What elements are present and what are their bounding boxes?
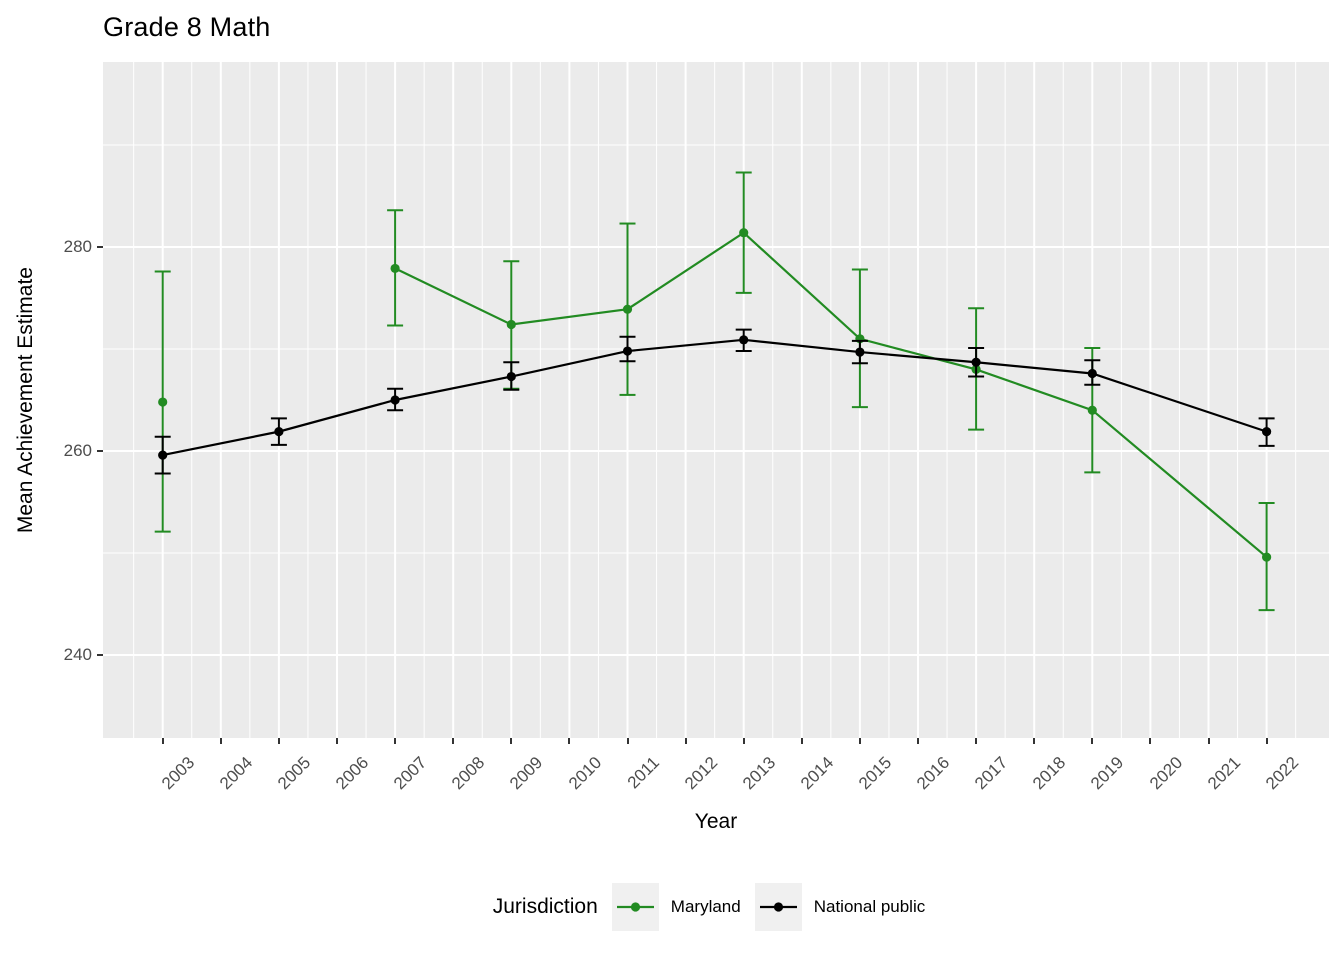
x-tick-label: 2003 [157,753,199,794]
x-tick-label: 2004 [216,753,257,794]
x-tick-label: 2022 [1261,753,1303,794]
x-tick-label: 2017 [971,753,1012,794]
x-tick-mark [510,738,513,744]
series-maryland [154,171,1275,612]
legend: Jurisdiction Maryland National public [103,880,1329,934]
legend-key-national-public [754,883,802,931]
x-tick-label: 2007 [390,753,431,794]
legend-label-maryland: Maryland [670,897,741,916]
x-tick-mark [452,738,455,744]
x-tick-mark [626,738,629,744]
x-tick-mark [684,738,687,744]
x-tick-label: 2008 [448,753,489,794]
x-tick-mark [277,738,280,744]
plot-title: Grade 8 Math [103,12,271,42]
legend-key-maryland-glyph [616,902,654,912]
x-tick-mark [975,738,978,744]
x-axis-title: Year [694,810,738,833]
y-tick-mark [97,246,103,248]
x-tick-mark [1149,738,1152,744]
y-tick-mark [97,654,103,656]
legend-label-national-public: National public [813,897,926,916]
x-tick-label: 2021 [1203,753,1244,794]
x-tick-label: 2010 [564,753,605,794]
x-tick-label: 2012 [680,753,722,794]
x-tick-label: 2018 [1029,753,1070,794]
plot-canvas [103,62,1329,738]
x-tick-label: 2020 [1145,753,1186,794]
legend-key-national-public-glyph [759,902,797,912]
x-tick-mark [1091,738,1094,744]
y-axis-title: Mean Achievement Estimate [12,62,40,738]
legend-key-maryland [611,883,659,931]
y-tick-label: 240 [63,645,92,664]
x-tick-mark [568,738,571,744]
legend-title: Jurisdiction [492,895,598,918]
x-tick-mark [161,738,164,744]
x-tick-label: 2015 [855,753,896,794]
y-tick-mark [97,450,103,452]
series-national-public [154,328,1275,475]
x-tick-mark [917,738,919,744]
x-tick-mark [219,738,222,744]
x-tick-label: 2005 [274,753,315,794]
x-tick-mark [742,738,745,744]
x-tick-label: 2006 [332,753,373,794]
x-tick-label: 2009 [506,753,547,794]
x-tick-mark [800,738,803,744]
x-tick-label: 2019 [1087,753,1128,794]
x-tick-mark [858,738,861,744]
y-axis-title-text: Mean Achievement Estimate [14,266,37,534]
x-tick-label: 2016 [913,753,954,794]
y-tick-label: 260 [63,441,92,460]
x-tick-mark [336,738,338,744]
x-tick-mark [1033,738,1036,744]
x-tick-mark [1207,738,1210,744]
y-tick-label: 280 [63,237,92,256]
x-tick-mark [1265,738,1268,744]
x-tick-label: 2014 [797,753,838,794]
x-tick-mark [394,738,397,744]
plot-panel [103,62,1329,738]
x-tick-label: 2011 [623,753,663,793]
x-tick-label: 2013 [738,753,780,794]
